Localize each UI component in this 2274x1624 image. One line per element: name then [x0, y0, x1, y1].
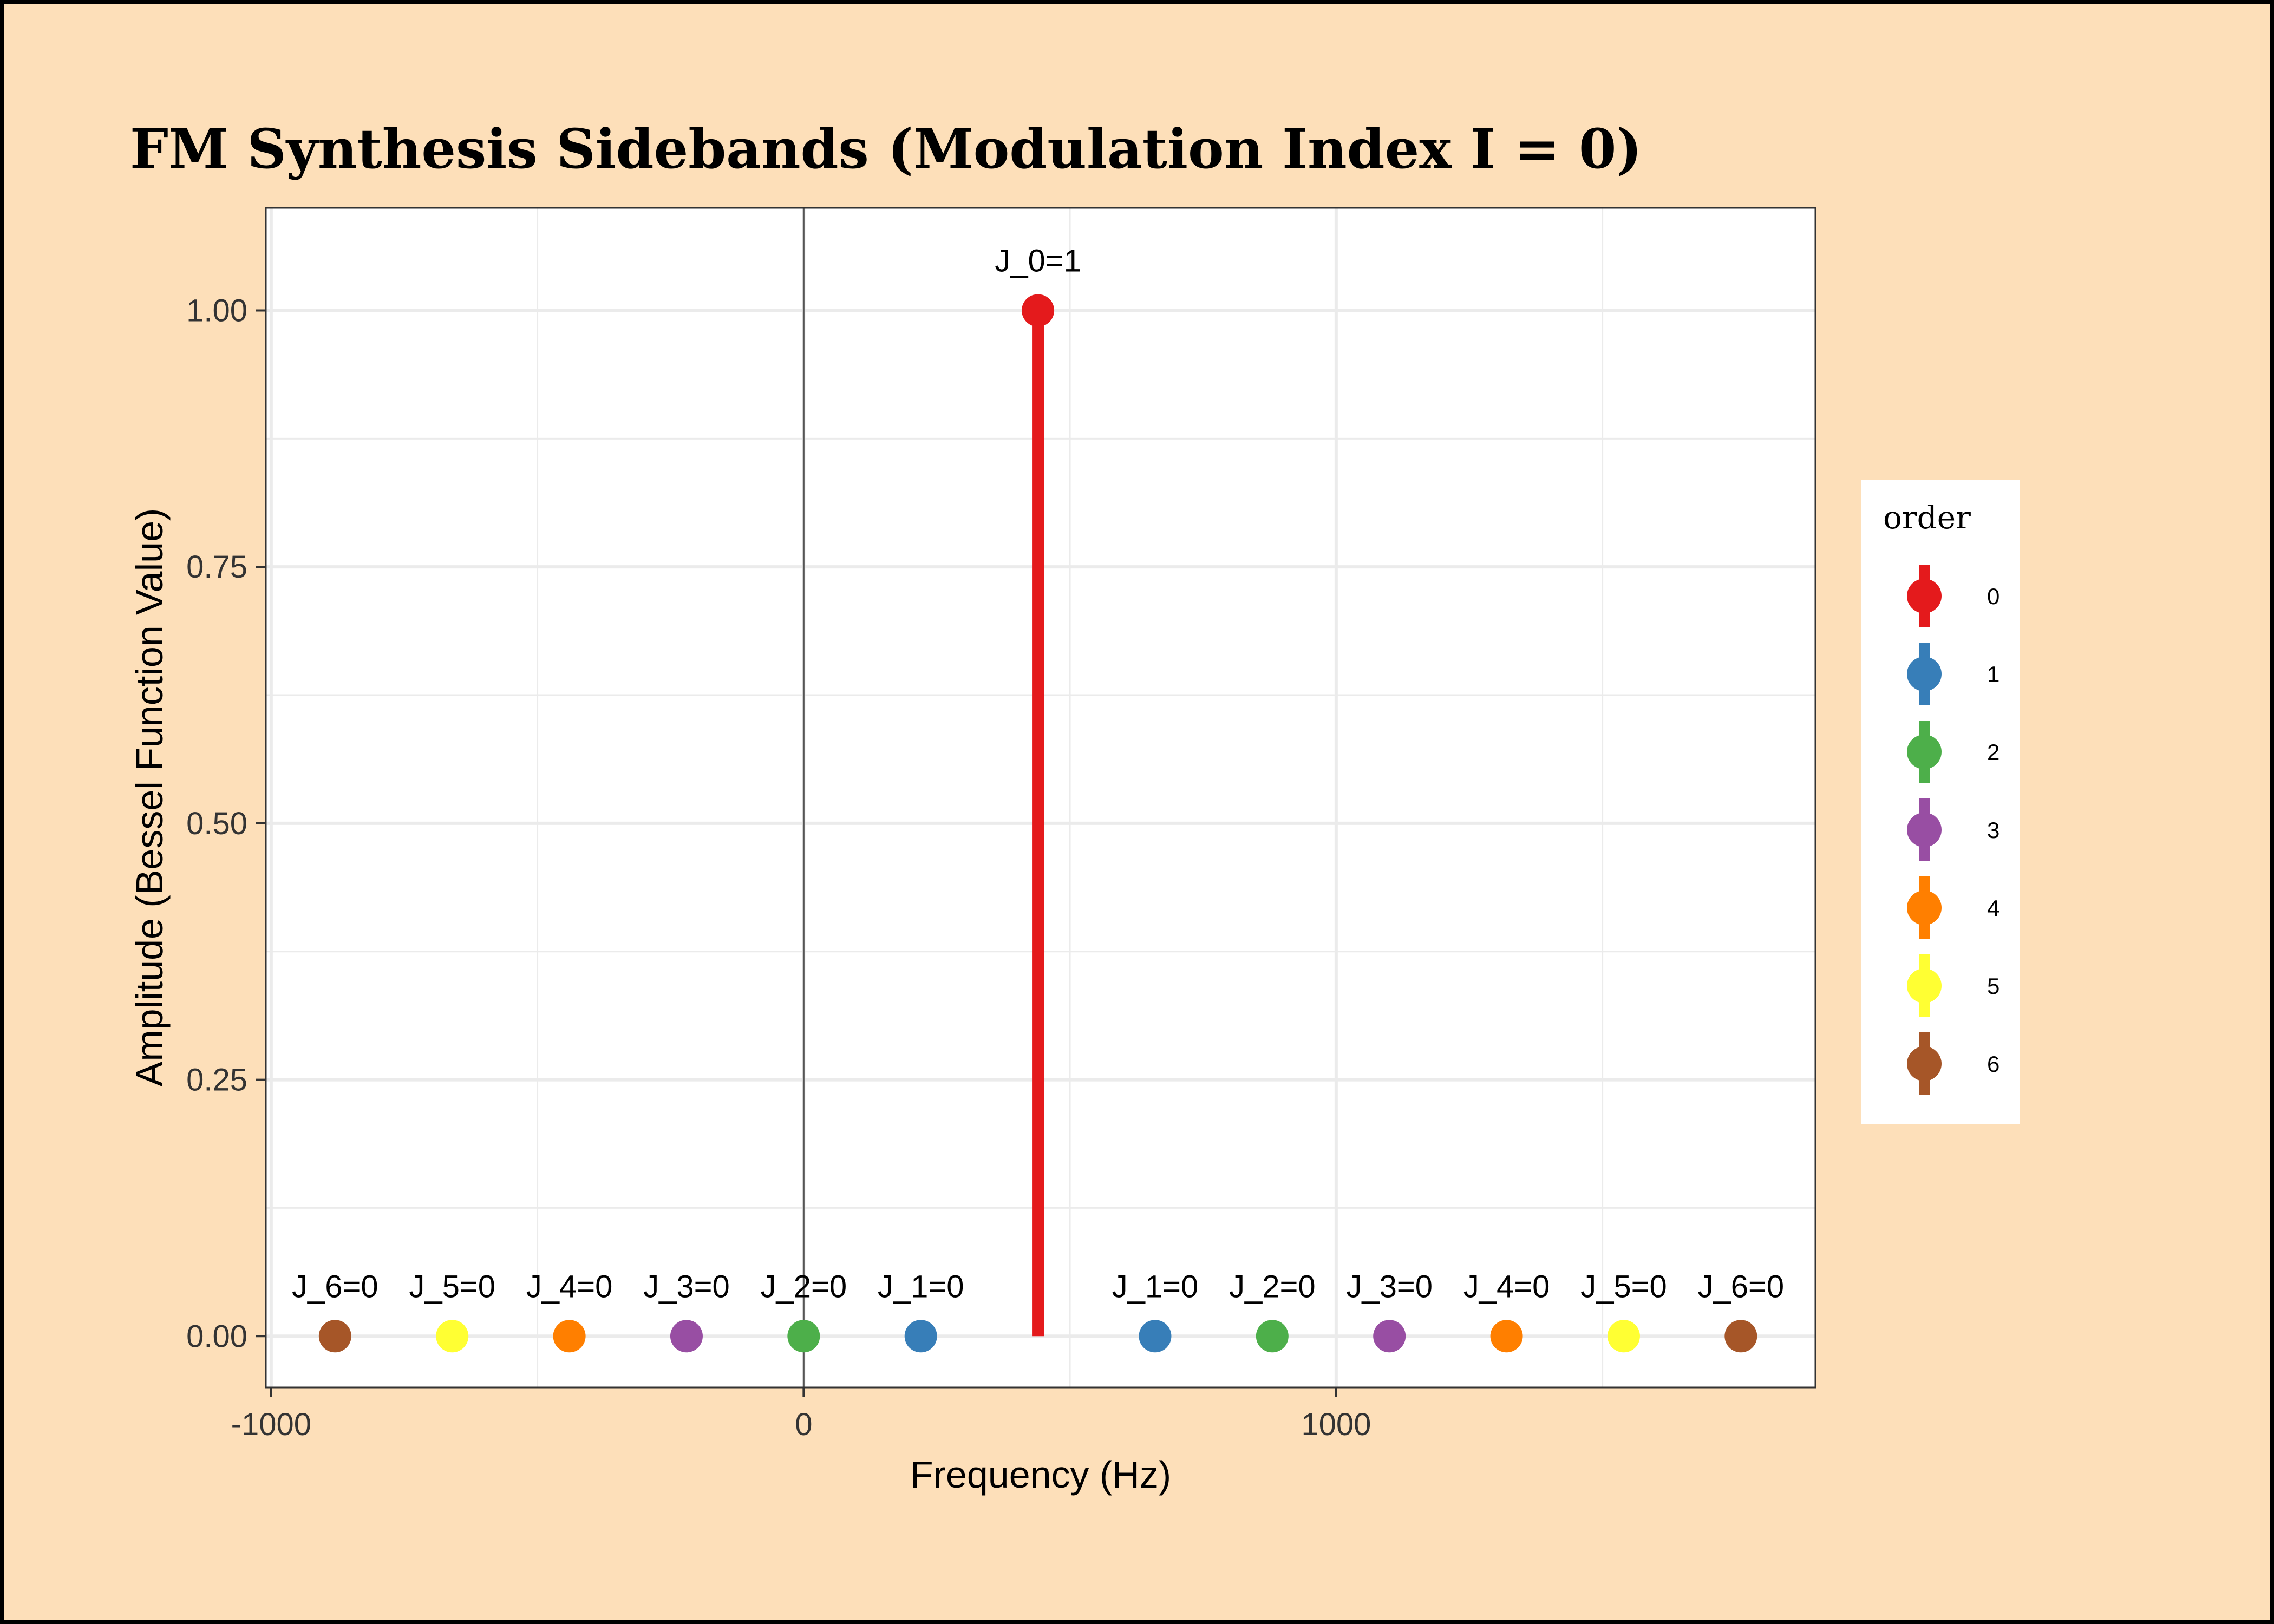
x-tick-label: 1000 [1301, 1407, 1371, 1442]
data-point [1256, 1320, 1289, 1353]
legend-key-point [1907, 968, 1942, 1003]
data-point [1724, 1320, 1757, 1353]
legend-key-point [1907, 813, 1942, 847]
y-tick-label: 1.00 [186, 293, 247, 328]
x-tick-label: 0 [795, 1407, 812, 1442]
y-tick-label: 0.00 [186, 1319, 247, 1354]
data-label: J_0=1 [995, 243, 1081, 278]
data-label: J_2=0 [761, 1269, 847, 1304]
legend-label: 1 [1987, 662, 1999, 687]
legend-key-point [1907, 735, 1942, 769]
data-label: J_1=0 [1112, 1269, 1199, 1304]
data-label: J_1=0 [878, 1269, 964, 1304]
panel-border [265, 207, 1816, 1389]
data-point [553, 1320, 586, 1353]
legend-label: 6 [1987, 1051, 1999, 1077]
legend-items: 0 1 2 3 4 5 6 [1907, 565, 1999, 1095]
legend-key-point [1907, 657, 1942, 691]
data-point [318, 1320, 351, 1353]
data-label: J_3=0 [643, 1269, 730, 1304]
legend-item: 6 [1907, 1032, 1999, 1095]
chart-svg: FM Synthesis Sidebands (Modulation Index… [128, 117, 2020, 1496]
data-point [1373, 1320, 1406, 1353]
legend-item: 3 [1907, 798, 1999, 861]
legend-key-point [1907, 890, 1942, 925]
legend-label: 0 [1987, 584, 1999, 609]
data-point [787, 1320, 820, 1353]
data-point [1139, 1320, 1172, 1353]
y-tick-label: 0.50 [186, 806, 247, 841]
data-label: J_6=0 [1697, 1269, 1784, 1304]
data-label: J_6=0 [292, 1269, 378, 1304]
legend: order 0 1 2 3 4 5 6 [1861, 480, 2020, 1124]
data-label: J_5=0 [1580, 1269, 1667, 1304]
data-point [904, 1320, 937, 1353]
data-point [1607, 1320, 1640, 1353]
legend-label: 3 [1987, 817, 1999, 843]
legend-item: 0 [1907, 565, 1999, 627]
data-label: J_2=0 [1229, 1269, 1316, 1304]
legend-item: 4 [1907, 876, 1999, 939]
legend-box [1861, 480, 2020, 1124]
data-point [1490, 1320, 1523, 1353]
legend-key-point [1907, 579, 1942, 613]
legend-label: 5 [1987, 973, 1999, 999]
data-label: J_5=0 [409, 1269, 495, 1304]
chart-title: FM Synthesis Sidebands (Modulation Index… [130, 117, 1642, 181]
axis-ticks: 0.00 0.25 0.50 0.75 1.00 -1000 0 1000 [186, 293, 1371, 1442]
y-tick-label: 0.75 [186, 549, 247, 585]
y-tick-label: 0.25 [186, 1063, 247, 1098]
data-label: J_3=0 [1346, 1269, 1433, 1304]
y-axis-title: Amplitude (Bessel Function Value) [128, 508, 171, 1087]
legend-item: 5 [1907, 954, 1999, 1017]
legend-item: 1 [1907, 643, 1999, 705]
legend-item: 2 [1907, 721, 1999, 783]
data-marks: J_6=0 J_5=0 J_4=0 J_3=0 J_2=0 J_1=0 J_0=1 J_1=0… [292, 243, 1784, 1353]
legend-label: 4 [1987, 895, 1999, 921]
x-axis-title: Frequency (Hz) [910, 1453, 1171, 1496]
data-point [1022, 294, 1055, 327]
data-point [670, 1320, 703, 1353]
data-label: J_4=0 [1463, 1269, 1550, 1304]
data-point [436, 1320, 469, 1353]
legend-key-point [1907, 1046, 1942, 1081]
data-label: J_4=0 [526, 1269, 613, 1304]
legend-label: 2 [1987, 739, 1999, 765]
x-tick-label: -1000 [231, 1407, 311, 1442]
legend-title: order [1883, 499, 1971, 536]
